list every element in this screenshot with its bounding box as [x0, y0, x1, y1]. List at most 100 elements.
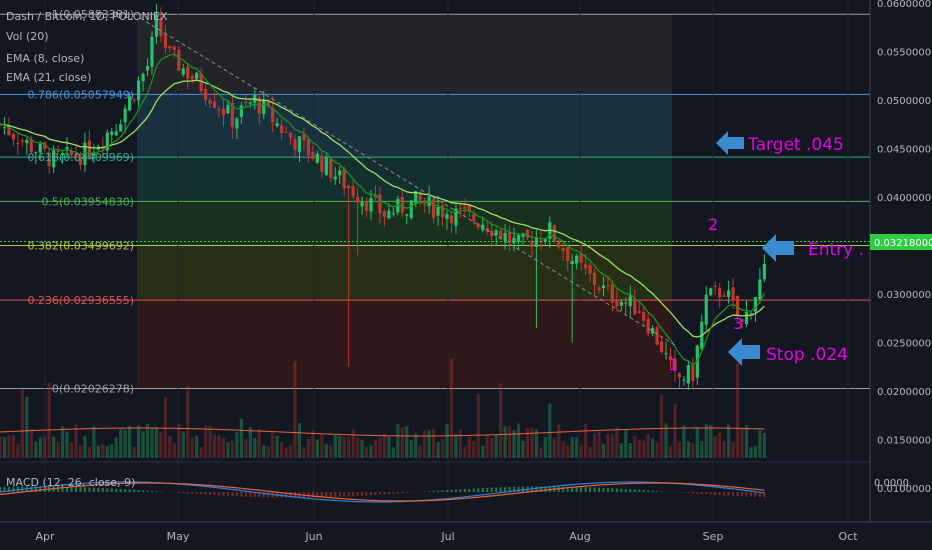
candle-body	[239, 105, 243, 117]
volume-bar	[83, 436, 87, 458]
candle-body	[575, 255, 579, 264]
volume-bar	[534, 429, 538, 458]
candle-body	[110, 131, 114, 135]
fib-zone-4	[137, 245, 672, 301]
macd-histogram-bar	[481, 488, 484, 492]
candle-body	[92, 152, 96, 156]
candle-body	[217, 109, 221, 111]
volume-bar	[588, 446, 592, 458]
candle-body	[16, 143, 20, 145]
macd-histogram-bar	[128, 489, 131, 492]
candle-body	[65, 147, 69, 150]
price-tick-label: 0.01500000	[877, 436, 932, 447]
indicator-vol[interactable]: Vol (20)	[6, 30, 49, 43]
indicator-macd[interactable]: MACD (12, 26, close, 9)	[6, 476, 135, 489]
volume-bar	[677, 442, 682, 458]
volume-bar	[548, 403, 552, 458]
macd-histogram-bar	[34, 486, 37, 492]
volume-bar	[87, 446, 91, 458]
candle-body	[226, 104, 230, 114]
macd-histogram-bar	[365, 492, 368, 496]
volume-bar	[521, 440, 525, 458]
volume-bar	[382, 433, 387, 458]
candle-body	[221, 108, 226, 116]
volume-bar	[360, 439, 364, 458]
macd-histogram-bar	[615, 488, 618, 492]
volume-bar	[597, 431, 601, 458]
macd-histogram-bar	[428, 491, 431, 492]
candle-body	[114, 131, 118, 136]
macd-histogram-bar	[7, 486, 10, 492]
candle-body	[360, 202, 364, 207]
macd-histogram-bar	[106, 488, 109, 492]
price-tick-label: 0.02500000	[877, 339, 932, 350]
volume-bar	[713, 436, 717, 458]
volume-bar	[356, 437, 360, 458]
volume-bar	[387, 436, 391, 458]
candle-body	[315, 153, 319, 163]
current-price-badge	[870, 234, 932, 250]
volume-bar	[476, 393, 480, 458]
candle-body	[610, 283, 614, 303]
macd-histogram-bar	[231, 492, 234, 497]
volume-bar	[262, 445, 266, 458]
macd-histogram-bar	[352, 492, 355, 497]
volume-bar	[288, 445, 293, 458]
candle-body	[414, 191, 418, 205]
candle-body	[2, 127, 7, 129]
macd-histogram-bar	[624, 488, 627, 492]
volume-bar	[11, 435, 16, 458]
macd-histogram-bar	[517, 486, 520, 492]
fib-zone-5	[137, 300, 672, 389]
volume-bar	[257, 429, 261, 458]
macd-histogram-bar	[651, 490, 654, 492]
macd-histogram-bar	[660, 491, 663, 492]
candle-body	[405, 214, 409, 216]
candle-body	[275, 123, 279, 126]
candle-body	[87, 140, 91, 158]
candle-body	[297, 136, 302, 153]
volume-bar	[436, 441, 440, 458]
candle-body	[47, 152, 51, 167]
macd-histogram-bar	[459, 489, 462, 492]
macd-histogram-bar	[177, 492, 180, 493]
volume-bar	[405, 426, 409, 458]
fib-zone-3	[137, 201, 672, 246]
candle-body	[516, 235, 521, 242]
indicator-ema-slow[interactable]: EMA (21, close)	[6, 71, 91, 84]
volume-bar	[655, 442, 659, 458]
candle-body	[503, 233, 507, 242]
volume-bar	[543, 436, 547, 458]
macd-histogram-bar	[66, 486, 69, 492]
candle-body	[154, 15, 159, 37]
candle-body	[682, 379, 686, 381]
macd-histogram-bar	[133, 489, 136, 492]
candle-body	[262, 100, 266, 114]
macd-histogram-bar	[222, 492, 225, 496]
candle-body	[664, 353, 668, 355]
volume-bar	[114, 437, 118, 458]
volume-bar	[239, 418, 243, 458]
candle-body	[507, 231, 512, 243]
macd-histogram-bar	[687, 492, 690, 494]
macd-histogram-bar	[401, 492, 404, 494]
candle-body	[83, 142, 87, 166]
volume-bar	[722, 441, 726, 458]
macd-histogram-bar	[253, 492, 256, 498]
volume-bar	[472, 441, 476, 458]
indicator-ema-fast[interactable]: EMA (8, close)	[6, 52, 84, 65]
candle-body	[431, 199, 436, 218]
volume-bar	[490, 437, 494, 458]
candle-body	[311, 151, 315, 159]
macd-histogram-bar	[285, 492, 288, 498]
volume-bar	[293, 360, 297, 458]
macd-histogram-bar	[307, 492, 310, 498]
volume-bar	[186, 386, 190, 458]
candle-body	[387, 210, 391, 219]
price-tick-label: 0.04500000	[877, 144, 932, 155]
candle-body	[195, 72, 199, 79]
candle-body	[338, 170, 342, 176]
fib-label: 0(0.02026278)	[52, 382, 134, 395]
volume-bar	[400, 426, 404, 458]
